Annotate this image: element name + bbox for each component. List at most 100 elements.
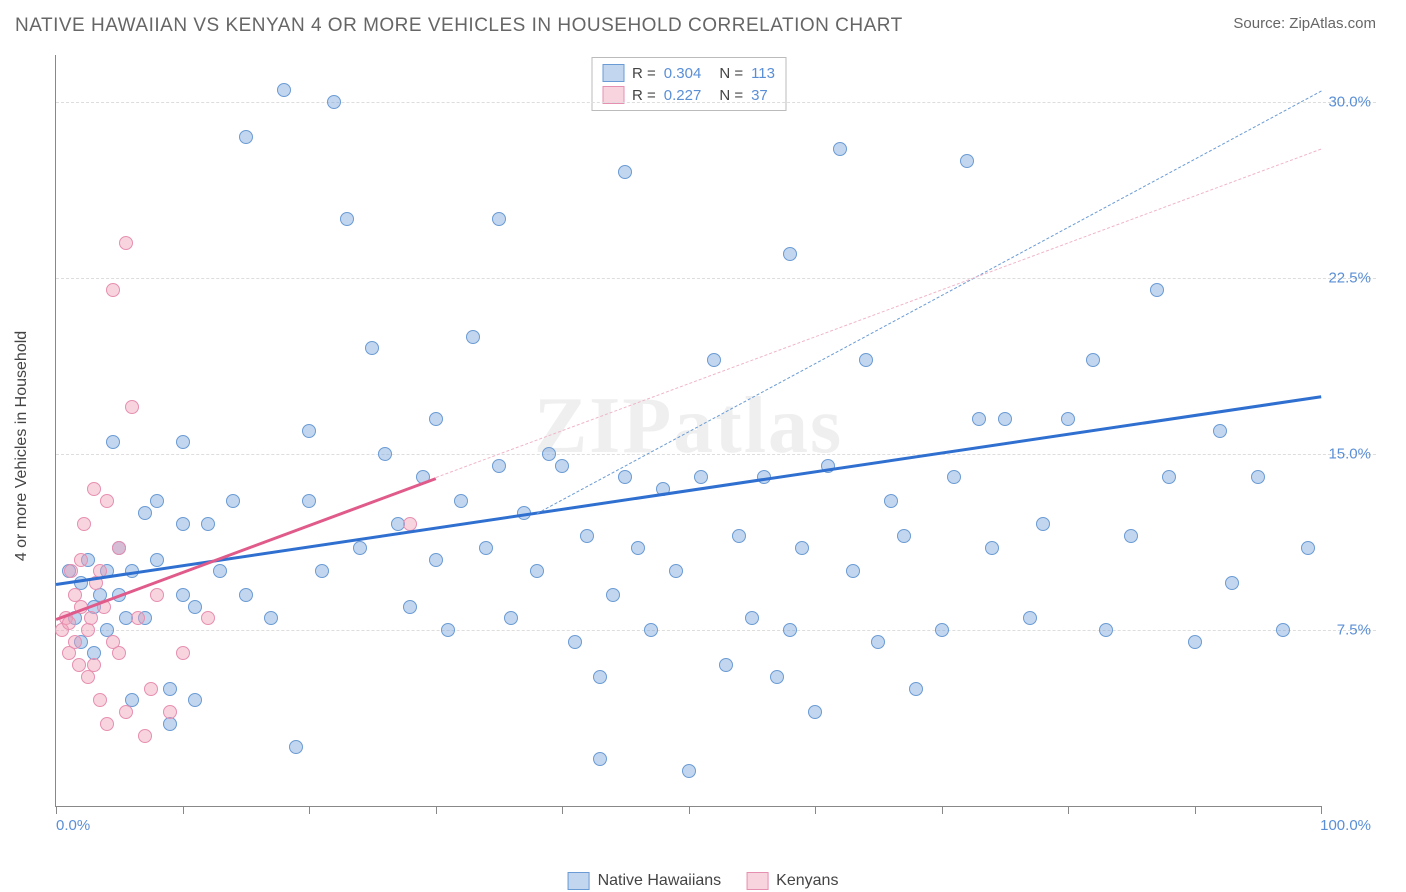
x-tick bbox=[1195, 806, 1196, 814]
x-tick bbox=[1068, 806, 1069, 814]
x-tick bbox=[309, 806, 310, 814]
data-point-kenyans bbox=[100, 717, 114, 731]
r-label: R = bbox=[632, 65, 656, 82]
series-legend: Native Hawaiians Kenyans bbox=[568, 872, 839, 890]
data-point-native_hawaiians bbox=[492, 459, 506, 473]
data-point-native_hawaiians bbox=[188, 600, 202, 614]
data-point-kenyans bbox=[77, 517, 91, 531]
data-point-native_hawaiians bbox=[1099, 623, 1113, 637]
data-point-native_hawaiians bbox=[441, 623, 455, 637]
data-point-native_hawaiians bbox=[176, 517, 190, 531]
legend-label-kenyans: Kenyans bbox=[776, 872, 838, 890]
data-point-native_hawaiians bbox=[568, 635, 582, 649]
n-value-kenyans: 37 bbox=[751, 87, 768, 104]
plot-area: ZIPatlas R = 0.304 N = 113 R = 0.227 N =… bbox=[55, 55, 1321, 807]
data-point-native_hawaiians bbox=[795, 541, 809, 555]
data-point-native_hawaiians bbox=[707, 353, 721, 367]
data-point-native_hawaiians bbox=[606, 588, 620, 602]
x-tick bbox=[689, 806, 690, 814]
data-point-native_hawaiians bbox=[985, 541, 999, 555]
data-point-native_hawaiians bbox=[833, 142, 847, 156]
data-point-native_hawaiians bbox=[998, 412, 1012, 426]
data-point-native_hawaiians bbox=[859, 353, 873, 367]
r-label: R = bbox=[632, 87, 656, 104]
source-name: ZipAtlas.com bbox=[1289, 15, 1376, 32]
data-point-kenyans bbox=[74, 553, 88, 567]
data-point-kenyans bbox=[144, 682, 158, 696]
data-point-native_hawaiians bbox=[745, 611, 759, 625]
data-point-native_hawaiians bbox=[188, 693, 202, 707]
data-point-native_hawaiians bbox=[1225, 576, 1239, 590]
data-point-kenyans bbox=[119, 236, 133, 250]
gridline-h bbox=[56, 630, 1376, 631]
data-point-kenyans bbox=[93, 693, 107, 707]
data-point-native_hawaiians bbox=[479, 541, 493, 555]
trend-line bbox=[56, 395, 1321, 585]
data-point-native_hawaiians bbox=[106, 435, 120, 449]
data-point-kenyans bbox=[87, 658, 101, 672]
data-point-kenyans bbox=[106, 283, 120, 297]
gridline-h bbox=[56, 278, 1376, 279]
data-point-native_hawaiians bbox=[1251, 470, 1265, 484]
legend-swatch-hawaiians-icon bbox=[568, 872, 590, 890]
data-point-native_hawaiians bbox=[150, 553, 164, 567]
data-point-kenyans bbox=[68, 635, 82, 649]
data-point-native_hawaiians bbox=[580, 529, 594, 543]
data-point-kenyans bbox=[100, 494, 114, 508]
legend-item-hawaiians: Native Hawaiians bbox=[568, 872, 722, 890]
r-value-hawaiians: 0.304 bbox=[664, 65, 702, 82]
x-tick bbox=[815, 806, 816, 814]
data-point-native_hawaiians bbox=[1276, 623, 1290, 637]
source-attribution: Source: ZipAtlas.com bbox=[1233, 15, 1376, 32]
r-value-kenyans: 0.227 bbox=[664, 87, 702, 104]
source-label: Source: bbox=[1233, 15, 1289, 32]
chart-title: NATIVE HAWAIIAN VS KENYAN 4 OR MORE VEHI… bbox=[15, 15, 903, 37]
data-point-native_hawaiians bbox=[1023, 611, 1037, 625]
data-point-native_hawaiians bbox=[504, 611, 518, 625]
data-point-native_hawaiians bbox=[378, 447, 392, 461]
x-tick bbox=[56, 806, 57, 814]
data-point-native_hawaiians bbox=[277, 83, 291, 97]
data-point-native_hawaiians bbox=[176, 435, 190, 449]
data-point-native_hawaiians bbox=[530, 564, 544, 578]
n-label: N = bbox=[719, 65, 743, 82]
chart-header: NATIVE HAWAIIAN VS KENYAN 4 OR MORE VEHI… bbox=[0, 0, 1406, 37]
y-tick-label: 30.0% bbox=[1328, 93, 1371, 110]
x-tick-label-right: 100.0% bbox=[1320, 817, 1371, 834]
data-point-native_hawaiians bbox=[618, 470, 632, 484]
data-point-native_hawaiians bbox=[226, 494, 240, 508]
data-point-kenyans bbox=[125, 400, 139, 414]
data-point-native_hawaiians bbox=[960, 154, 974, 168]
x-tick bbox=[436, 806, 437, 814]
data-point-native_hawaiians bbox=[1036, 517, 1050, 531]
data-point-native_hawaiians bbox=[302, 424, 316, 438]
data-point-kenyans bbox=[112, 541, 126, 555]
y-axis-label: 4 or more Vehicles in Household bbox=[13, 331, 31, 561]
data-point-native_hawaiians bbox=[315, 564, 329, 578]
data-point-native_hawaiians bbox=[935, 623, 949, 637]
data-point-native_hawaiians bbox=[264, 611, 278, 625]
data-point-native_hawaiians bbox=[694, 470, 708, 484]
data-point-native_hawaiians bbox=[365, 341, 379, 355]
data-point-native_hawaiians bbox=[783, 247, 797, 261]
data-point-native_hawaiians bbox=[1061, 412, 1075, 426]
data-point-native_hawaiians bbox=[327, 95, 341, 109]
data-point-native_hawaiians bbox=[239, 130, 253, 144]
data-point-native_hawaiians bbox=[150, 494, 164, 508]
data-point-kenyans bbox=[119, 705, 133, 719]
data-point-native_hawaiians bbox=[289, 740, 303, 754]
x-tick-label-left: 0.0% bbox=[56, 817, 90, 834]
data-point-native_hawaiians bbox=[1188, 635, 1202, 649]
chart-container: ZIPatlas R = 0.304 N = 113 R = 0.227 N =… bbox=[55, 55, 1376, 837]
data-point-kenyans bbox=[131, 611, 145, 625]
data-point-native_hawaiians bbox=[732, 529, 746, 543]
data-point-native_hawaiians bbox=[669, 564, 683, 578]
data-point-native_hawaiians bbox=[1124, 529, 1138, 543]
watermark: ZIPatlas bbox=[534, 380, 843, 471]
data-point-native_hawaiians bbox=[201, 517, 215, 531]
correlation-legend-row-hawaiians: R = 0.304 N = 113 bbox=[602, 62, 775, 84]
data-point-kenyans bbox=[62, 616, 76, 630]
data-point-native_hawaiians bbox=[213, 564, 227, 578]
data-point-kenyans bbox=[150, 588, 164, 602]
data-point-native_hawaiians bbox=[555, 459, 569, 473]
